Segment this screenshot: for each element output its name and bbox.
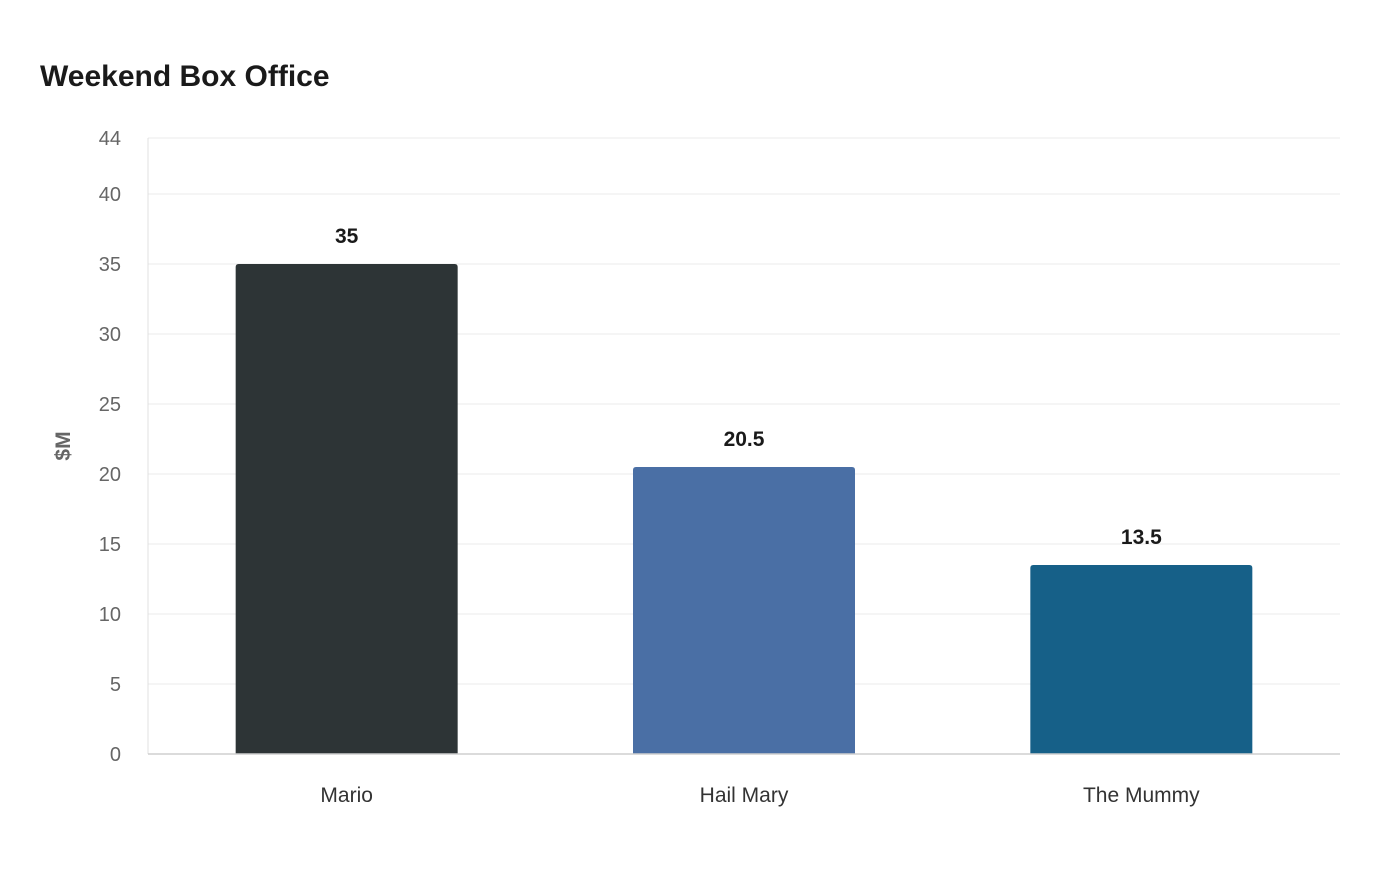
y-tick-label: 35 <box>99 254 121 276</box>
data-label: 13.5 <box>1121 526 1162 549</box>
y-tick-label: 10 <box>99 604 121 626</box>
x-tick-label: The Mummy <box>1083 784 1200 807</box>
bar-hail-mary <box>633 467 855 754</box>
y-tick-label: 0 <box>110 744 121 766</box>
y-tick-label: 5 <box>110 674 121 696</box>
bar-the-mummy <box>1030 565 1253 754</box>
x-tick-label: Hail Mary <box>700 784 789 807</box>
x-tick-label: Mario <box>320 784 373 807</box>
y-tick-label: 20 <box>99 464 121 486</box>
y-tick-label: 15 <box>99 534 121 556</box>
data-label: 35 <box>335 225 359 248</box>
y-tick-label: 30 <box>99 324 121 346</box>
y-axis-label: $M <box>52 431 75 460</box>
y-tick-label: 44 <box>99 128 121 150</box>
y-tick-label: 25 <box>99 394 121 416</box>
bar-mario <box>235 264 458 754</box>
chart-title: Weekend Box Office <box>40 60 330 93</box>
y-tick-label: 40 <box>99 184 121 206</box>
data-label: 20.5 <box>724 428 765 451</box>
